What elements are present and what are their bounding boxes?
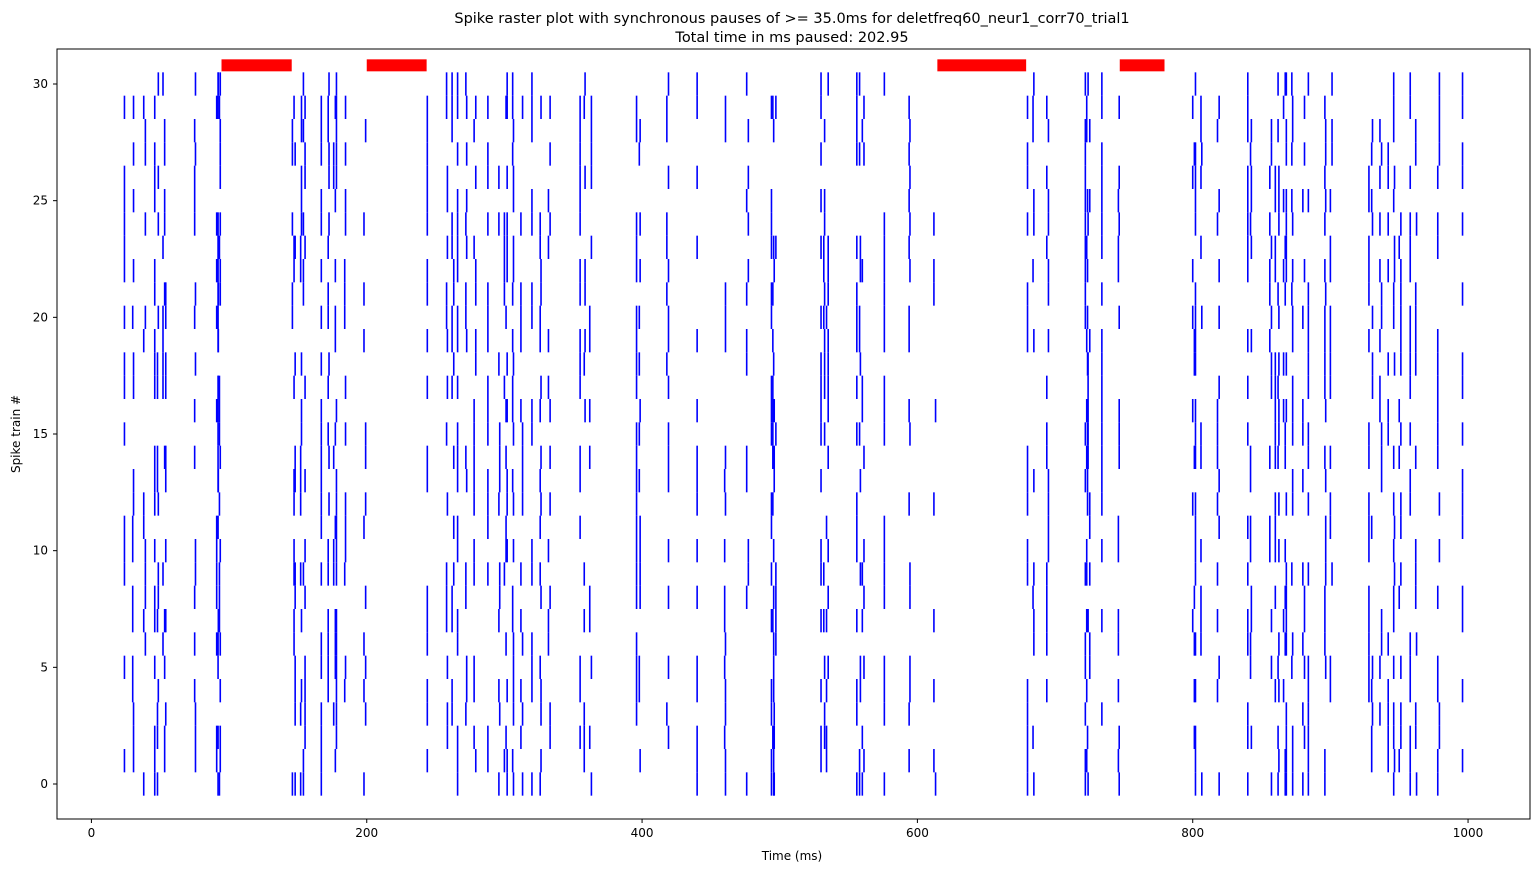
pause-layer [221,59,1165,72]
x-tick-label: 0 [88,826,96,840]
y-tick-label: 20 [33,310,48,324]
x-tick-label: 600 [906,826,929,840]
pause-bar [1119,59,1165,72]
y-tick-label: 0 [40,777,48,791]
y-tick-label: 10 [33,544,48,558]
x-tick-label: 200 [355,826,378,840]
x-axis-ticks: 0 200 400 600 800 1000 [88,819,1484,840]
pause-bar [937,59,1027,72]
x-tick-label: 400 [631,826,654,840]
y-axis-ticks: 0 5 10 15 20 25 30 [33,77,57,791]
chart-title-line1: Spike raster plot with synchronous pause… [454,11,1129,27]
x-axis-label: Time (ms) [761,849,823,863]
y-tick-label: 30 [33,77,48,91]
spike-layer [123,72,1464,796]
pause-bar [221,59,292,72]
chart-title-line2: Total time in ms paused: 202.95 [674,30,908,46]
y-axis-label: Spike train # [9,395,23,473]
y-tick-label: 5 [40,660,48,674]
pause-bar [366,59,427,72]
x-tick-label: 800 [1181,826,1204,840]
x-tick-label: 1000 [1453,826,1484,840]
y-tick-label: 25 [33,194,48,208]
y-tick-label: 15 [33,427,48,441]
